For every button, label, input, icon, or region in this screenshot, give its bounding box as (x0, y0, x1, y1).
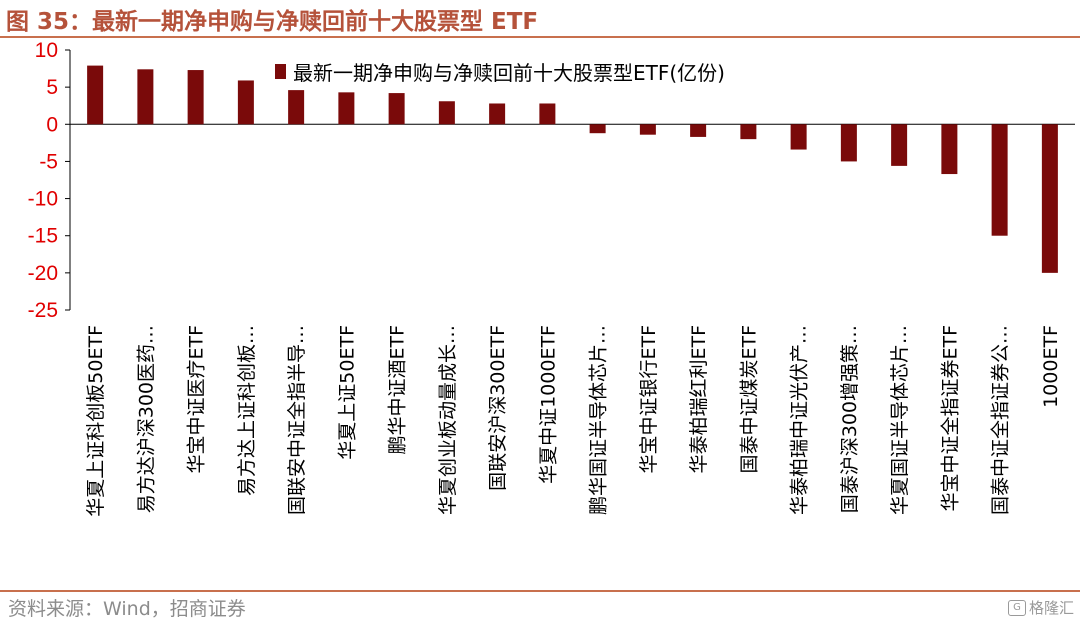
watermark-logo-icon: G (1007, 599, 1026, 616)
x-tick-label: 国泰中证煤炭ETF (738, 325, 760, 474)
x-tick-label: 国联安中证全指半导… (286, 325, 308, 515)
y-axis: 10 5 0 -5 -10 -15 -20 -25 (28, 39, 1075, 322)
x-tick-label: 鹏华中证酒ETF (387, 325, 409, 455)
x-tick-label: 华宝中证银行ETF (638, 325, 660, 474)
bars (87, 65, 1058, 273)
bar (539, 103, 556, 125)
x-tick-label: 国联安沪深300ETF (487, 325, 509, 491)
x-tick-label: 易方达上证科创板… (236, 325, 258, 496)
y-tick-label: -5 (39, 150, 58, 173)
legend-swatch (275, 64, 286, 79)
bar (790, 124, 807, 150)
bar (388, 93, 405, 125)
bar (991, 124, 1008, 236)
bar (690, 124, 707, 137)
y-tick-label: 5 (46, 76, 58, 99)
x-tick-label: 华泰柏瑞中证光伏产… (789, 325, 811, 515)
x-tick-label: 1000ETF (1040, 325, 1062, 408)
bar (740, 124, 757, 140)
x-tick-label: 华夏上证50ETF (336, 325, 358, 460)
bar (237, 80, 254, 125)
x-tick-label: 华泰柏瑞红利ETF (688, 325, 710, 474)
x-tick-label: 华夏国证半导体芯片… (889, 325, 911, 515)
bar (87, 65, 104, 125)
x-axis: 华夏上证科创板50ETF 易方达沪深300医药… 华宝中证医疗ETF 易方达上证科创板… (85, 325, 1062, 517)
bar (1041, 124, 1058, 273)
figure-title: 图 35：最新一期净申购与净赎回前十大股票型 ETF (6, 9, 539, 35)
x-tick-label: 华夏创业板动量成长… (437, 325, 459, 515)
x-tick-label: 华宝中证医疗ETF (186, 325, 208, 474)
y-tick-label: 10 (35, 39, 58, 62)
bar-chart: 10 5 0 -5 -10 -15 -20 -25 华夏上证科创板50ETF 易方达沪深300医… (28, 39, 1075, 517)
bar (338, 92, 355, 125)
legend-label: 最新一期净申购与净赎回前十大股票型ETF(亿份) (293, 61, 725, 85)
watermark-label: 格隆汇 (1028, 599, 1074, 617)
bar (438, 101, 455, 125)
x-tick-label: 鹏华国证半导体芯片… (588, 325, 610, 515)
y-tick-label: -15 (28, 225, 58, 248)
bar (288, 90, 305, 125)
bar (639, 124, 656, 135)
source-note: 资料来源：Wind，招商证券 (8, 598, 246, 620)
bar (589, 124, 606, 134)
bar (489, 103, 506, 125)
bar (891, 124, 908, 166)
x-tick-label: 易方达沪深300医药… (135, 325, 157, 513)
bar (137, 69, 154, 125)
x-tick-label: 国泰中证全指证券公… (990, 325, 1012, 515)
x-tick-label: 华宝中证全指证券ETF (939, 325, 961, 512)
y-tick-label: -25 (28, 299, 58, 322)
x-tick-label: 华夏上证科创板50ETF (85, 325, 107, 517)
title-divider (0, 36, 1080, 38)
y-tick-label: 0 (46, 113, 58, 136)
legend: 最新一期净申购与净赎回前十大股票型ETF(亿份) (275, 61, 725, 85)
bar (187, 70, 204, 125)
bar (840, 124, 857, 162)
x-tick-label: 华夏中证1000ETF (537, 325, 559, 484)
x-tick-label: 国泰沪深300增强策… (839, 325, 861, 513)
bar (941, 124, 958, 175)
watermark: G 格隆汇 (1007, 597, 1074, 618)
y-tick-label: -20 (28, 262, 58, 285)
y-tick-label: -10 (28, 188, 58, 211)
footer-divider (0, 590, 1080, 592)
